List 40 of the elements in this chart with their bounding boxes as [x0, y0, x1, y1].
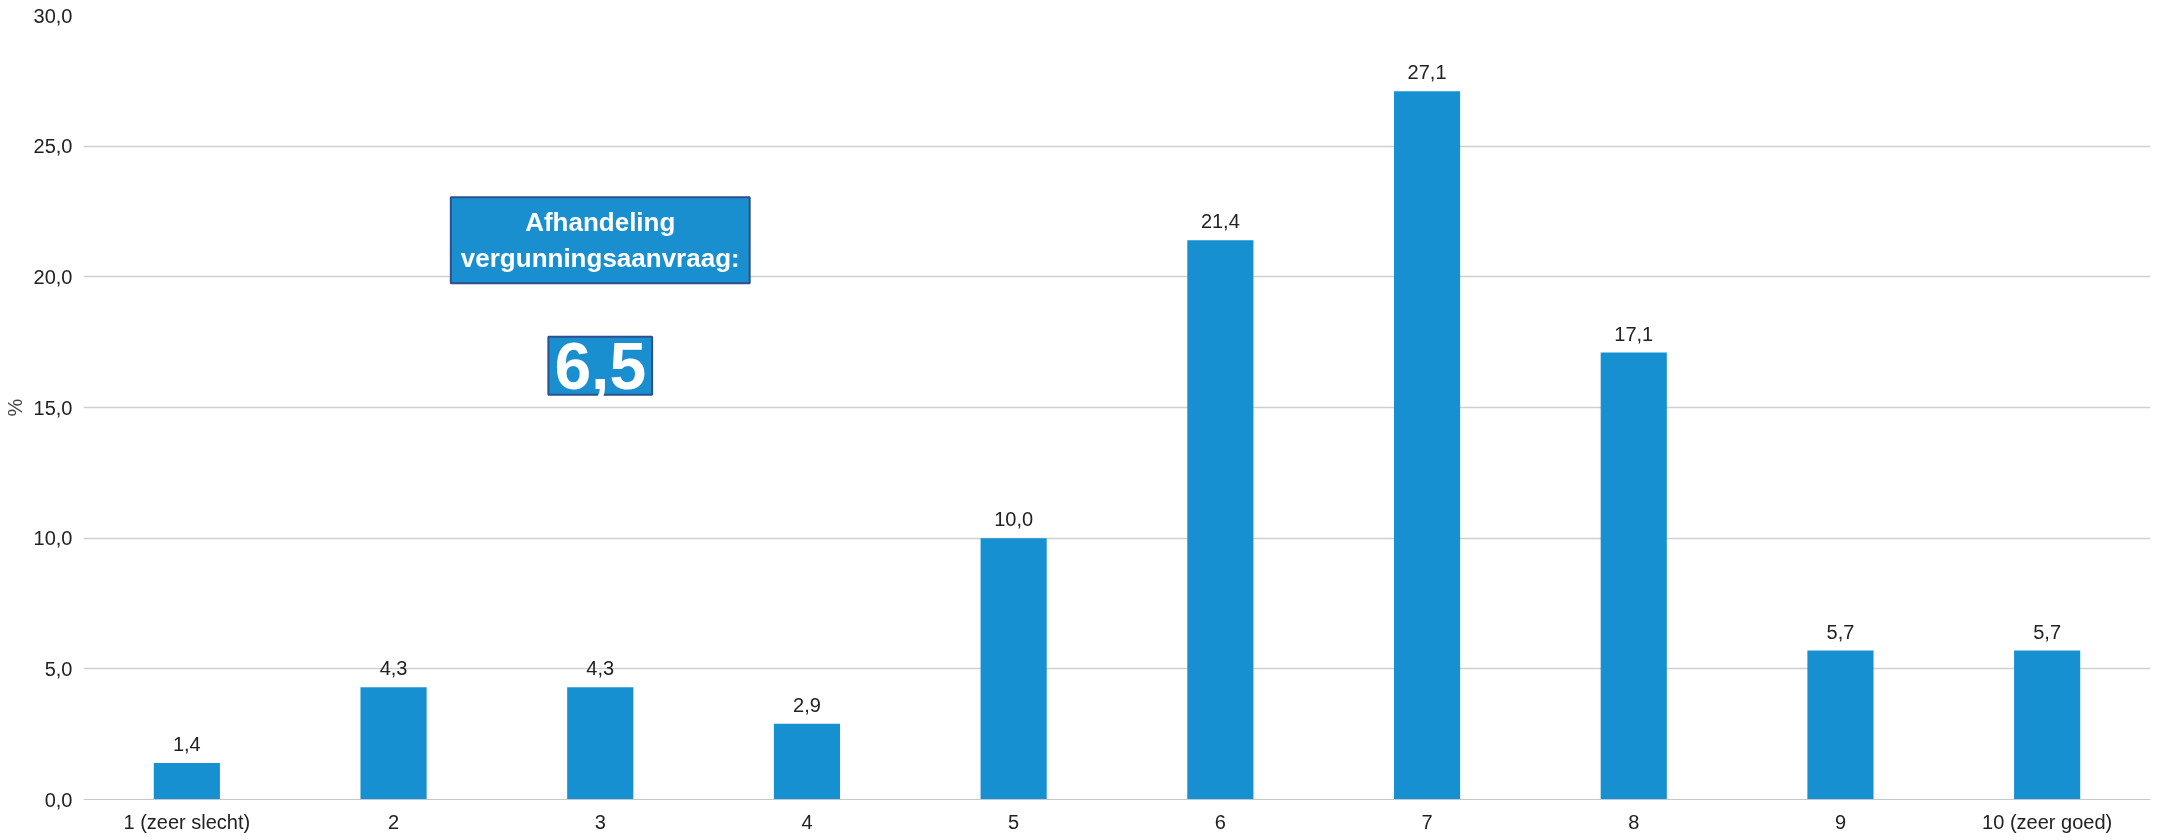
- x-tick-label: 4: [801, 810, 813, 833]
- x-tick-label: 1 (zeer slecht): [123, 810, 251, 833]
- data-label: 21,4: [1200, 210, 1240, 233]
- bar: [153, 762, 220, 800]
- data-label: 5,7: [1826, 620, 1855, 643]
- x-tick-label: 8: [1628, 810, 1640, 833]
- y-tick-label: 30,0: [33, 4, 73, 27]
- data-label: 27,1: [1407, 61, 1447, 84]
- data-label: 1,4: [172, 732, 201, 755]
- x-tick-label: 7: [1421, 810, 1433, 833]
- data-label: 17,1: [1614, 322, 1654, 345]
- bar: [1187, 240, 1254, 800]
- bar: [567, 687, 634, 800]
- annotation: 6,5: [554, 328, 647, 403]
- y-axis-title: %: [3, 398, 26, 417]
- bar: [980, 538, 1047, 800]
- y-tick-label: 20,0: [33, 265, 73, 288]
- y-tick-label: 0,0: [44, 788, 73, 811]
- data-label: 2,9: [793, 693, 821, 716]
- x-tick-label: 5: [1008, 810, 1020, 833]
- x-tick-label: 6: [1214, 810, 1226, 833]
- data-label: 4,3: [586, 657, 615, 680]
- y-tick-label: 10,0: [33, 527, 73, 550]
- x-tick-label: 10 (zeer goed): [1982, 810, 2113, 833]
- data-label: 5,7: [2033, 620, 2062, 643]
- x-tick-label: 2: [387, 810, 400, 833]
- bar: [360, 687, 427, 800]
- bar: [1807, 650, 1874, 800]
- x-tick-label: 9: [1834, 810, 1847, 833]
- y-tick-label: 15,0: [33, 396, 73, 419]
- bar: [1600, 352, 1667, 800]
- bar: [1393, 91, 1461, 800]
- bar: [773, 723, 841, 800]
- data-label: 4,3: [379, 657, 408, 680]
- annotation: Afhandeling vergunningsaanvraag:: [460, 207, 740, 274]
- y-tick-label: 25,0: [33, 135, 73, 158]
- bar: [2014, 650, 2081, 800]
- x-tick-label: 3: [594, 810, 606, 833]
- y-tick-label: 5,0: [44, 657, 73, 680]
- data-label: 10,0: [994, 508, 1034, 531]
